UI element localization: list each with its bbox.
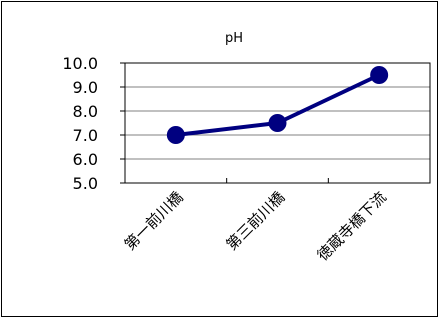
data-point [166, 126, 185, 144]
y-tick-label: 10.0 [62, 54, 98, 73]
data-point [268, 114, 287, 132]
y-tick-label: 7.0 [73, 126, 98, 145]
chart-title: pH [225, 31, 243, 46]
data-point [370, 66, 389, 84]
plot-area [124, 62, 431, 184]
x-category-label: 第三前川橋 [223, 188, 289, 254]
y-tick-label: 8.0 [73, 102, 98, 121]
x-category-label: 徳蔵寺橋下流 [314, 188, 390, 264]
series-group [166, 66, 389, 144]
x-axis-ticks: 第一前川橋 第三前川橋 徳蔵寺橋下流 [121, 178, 390, 264]
y-axis-ticks: 5.0 6.0 7.0 8.0 9.0 10.0 [62, 54, 125, 193]
y-tick-label: 6.0 [73, 150, 98, 169]
y-tick-label: 9.0 [73, 78, 98, 97]
y-tick-label: 5.0 [73, 174, 98, 193]
x-category-label: 第一前川橋 [121, 188, 187, 254]
